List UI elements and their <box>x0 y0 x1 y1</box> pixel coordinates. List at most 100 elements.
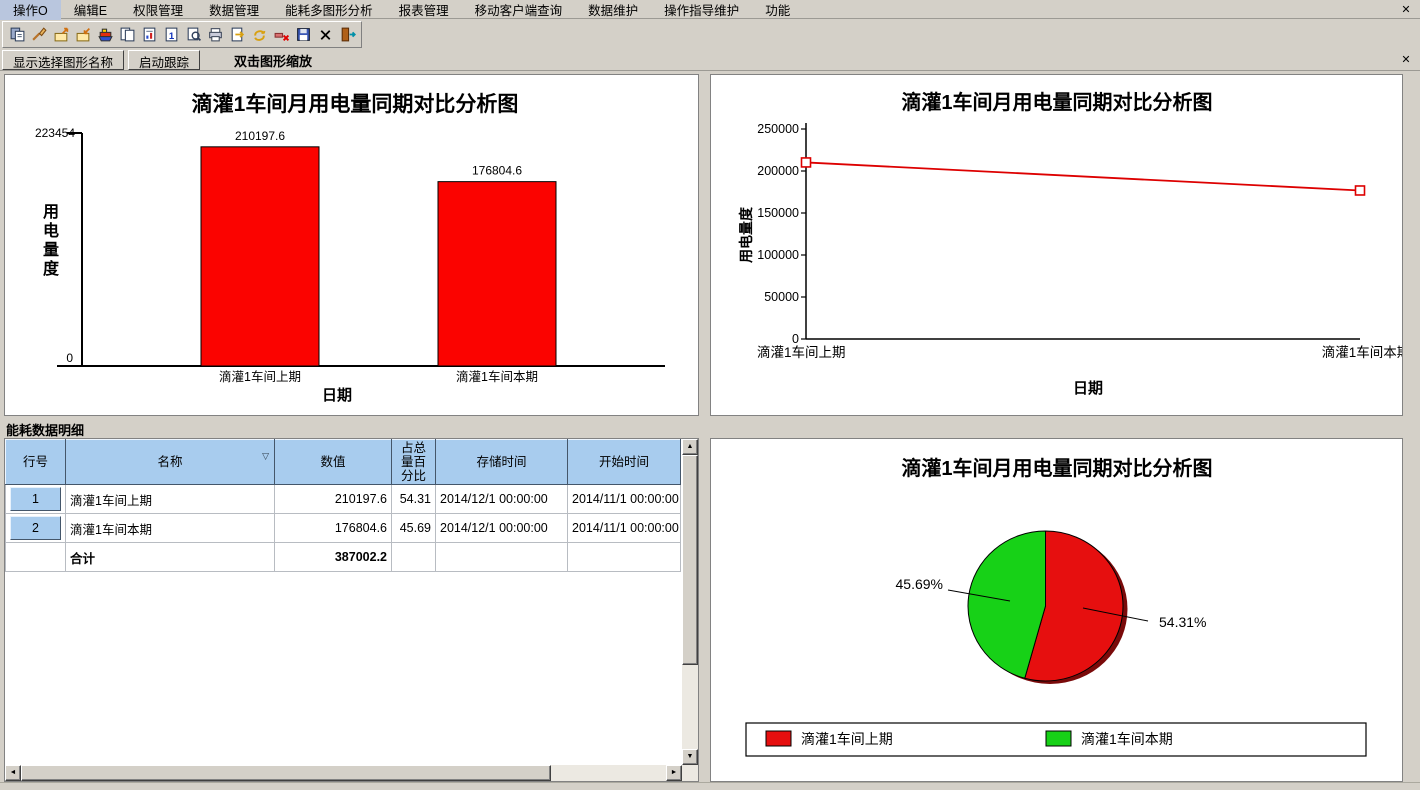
total-value-cell: 387002.2 <box>274 542 392 572</box>
menu-item-4[interactable]: 能耗多图形分析 <box>285 3 373 18</box>
delete-icon[interactable] <box>271 24 292 45</box>
cell-percent: 45.69 <box>391 513 436 543</box>
ship-icon[interactable] <box>95 24 116 45</box>
line-ytick-label: 200000 <box>757 164 799 178</box>
total-row: 合计 387002.2 <box>5 542 681 572</box>
data-grid: 行号 名称 ▽ 数值 占总量百分比 存储时间 开始时间 1 滴灌1车间上期 210197.6 54.… <box>5 439 682 765</box>
pie-chart-title: 滴灌1车间月用电量同期对比分析图 <box>901 456 1212 480</box>
close-panel-icon[interactable]: ✕ <box>1398 52 1414 67</box>
line-series[interactable] <box>805 161 1361 192</box>
exit-icon[interactable] <box>337 24 358 45</box>
start-tracking-button[interactable]: 启动跟踪 <box>128 50 201 70</box>
column-header-4[interactable]: 存储时间 <box>435 439 568 485</box>
line-marker[interactable] <box>800 157 812 168</box>
refresh-icon[interactable] <box>249 24 270 45</box>
close-icon[interactable]: ✕ <box>1398 1 1414 17</box>
show-graph-name-button[interactable]: 显示选择图形名称 <box>2 50 125 70</box>
column-header-2[interactable]: 数值 <box>274 439 392 485</box>
row-number-cell: 2 <box>5 513 66 543</box>
scroll-right-icon[interactable]: ► <box>666 765 682 781</box>
menu-item-0[interactable]: 操作O <box>0 0 61 20</box>
pie-pct-label: 54.31% <box>1159 614 1206 630</box>
horizontal-scrollbar[interactable]: ◄ ► <box>5 765 682 781</box>
cell-start-time: 2014/11/1 00:00:00 <box>567 513 681 543</box>
bar-ymax-label: 223454 <box>35 126 75 140</box>
menu-item-2[interactable]: 权限管理 <box>133 3 184 18</box>
bar-0[interactable] <box>200 146 320 367</box>
pie-slice-1[interactable] <box>967 530 1046 679</box>
line-chart-panel[interactable]: 滴灌1车间月用电量同期对比分析图 0 50000 100000 150000 200000… <box>710 74 1403 416</box>
bar-chart-panel[interactable]: 滴灌1车间月用电量同期对比分析图 223454 0 用电量度 210197.6 滴灌1车间… <box>4 74 699 416</box>
total-store-cell <box>435 542 568 572</box>
pie-chart-panel[interactable]: 滴灌1车间月用电量同期对比分析图 54.31% 45.69% 滴灌1车间上期 滴灌1车间… <box>710 438 1403 782</box>
export-icon[interactable] <box>51 24 72 45</box>
cell-start-time: 2014/11/1 00:00:00 <box>567 484 681 514</box>
report-one-icon[interactable]: 1 <box>161 24 182 45</box>
menu-bar: 操作O 编辑E 权限管理 数据管理 能耗多图形分析 报表管理 移动客户端查询 数据维护 操作指导… <box>0 0 1420 20</box>
scroll-up-icon[interactable]: ▲ <box>682 439 698 455</box>
bar-1[interactable] <box>437 181 557 367</box>
double-click-zoom-hint: 双击图形缩放 <box>234 53 313 69</box>
bar-value-label: 210197.6 <box>235 129 285 143</box>
save-icon[interactable] <box>293 24 314 45</box>
line-y-axis-title: 用电量度 <box>738 206 754 263</box>
pie-chart[interactable]: 滴灌1车间月用电量同期对比分析图 54.31% 45.69% 滴灌1车间上期 滴灌1车间… <box>711 439 1402 781</box>
menu-item-1[interactable]: 编辑E <box>73 3 108 18</box>
vertical-scroll-thumb[interactable] <box>682 455 698 665</box>
menu-item-7[interactable]: 数据维护 <box>588 3 639 18</box>
column-header-3[interactable]: 占总量百分比 <box>391 439 436 485</box>
copy-form-icon[interactable] <box>7 24 28 45</box>
report-chart-icon[interactable] <box>139 24 160 45</box>
scrollbar-corner <box>682 765 698 781</box>
line-ytick-label: 100000 <box>757 248 799 262</box>
scroll-down-icon[interactable]: ▼ <box>682 749 698 765</box>
scroll-left-icon[interactable]: ◄ <box>5 765 21 781</box>
grid-header-row: 行号 名称 ▽ 数值 占总量百分比 存储时间 开始时间 <box>5 439 681 485</box>
import-icon[interactable] <box>73 24 94 45</box>
column-header-5[interactable]: 开始时间 <box>567 439 681 485</box>
menu-item-8[interactable]: 操作指导维护 <box>664 3 740 18</box>
menu-item-5[interactable]: 报表管理 <box>398 3 449 18</box>
line-category-label: 滴灌1车间上期 <box>757 344 846 360</box>
close-icon[interactable] <box>315 24 336 45</box>
total-rowno-cell <box>5 542 66 572</box>
preview-icon[interactable] <box>183 24 204 45</box>
cell-value: 176804.6 <box>274 513 392 543</box>
menu-item-9[interactable]: 功能 <box>765 3 791 18</box>
column-header-0[interactable]: 行号 <box>5 439 66 485</box>
menu-item-6[interactable]: 移动客户端查询 <box>474 3 563 18</box>
legend-swatch-icon <box>765 730 792 747</box>
bar-value-label: 176804.6 <box>472 164 522 178</box>
cell-name: 滴灌1车间本期 <box>65 513 275 543</box>
row-number-button[interactable]: 1 <box>10 487 61 511</box>
print-icon[interactable] <box>205 24 226 45</box>
horizontal-scroll-thumb[interactable] <box>21 765 551 781</box>
toolbar-strip: 1 <box>0 20 1420 49</box>
sort-indicator-icon[interactable]: ▽ <box>262 451 269 461</box>
bar-ymin-label: 0 <box>66 351 73 365</box>
legend-swatch-icon <box>1045 730 1072 747</box>
cell-store-time: 2014/12/1 00:00:00 <box>435 513 568 543</box>
send-to-icon[interactable] <box>227 24 248 45</box>
line-ytick-label: 250000 <box>757 122 799 136</box>
row-number-button[interactable]: 2 <box>10 516 61 540</box>
copy-icon[interactable] <box>117 24 138 45</box>
bar-y-axis-title: 度 <box>43 259 60 278</box>
table-row[interactable]: 2 滴灌1车间本期 176804.6 45.69 2014/12/1 00:00:00 2… <box>5 513 681 543</box>
line-chart[interactable]: 滴灌1车间月用电量同期对比分析图 0 50000 100000 150000 200000… <box>711 75 1402 415</box>
line-ytick-label: 150000 <box>757 206 799 220</box>
line-marker[interactable] <box>1354 185 1366 196</box>
toolbar: 1 <box>2 21 362 48</box>
pie-pct-label: 45.69% <box>896 576 943 592</box>
vertical-scrollbar[interactable]: ▲ ▼ <box>682 439 698 765</box>
menu-item-3[interactable]: 数据管理 <box>209 3 260 18</box>
table-row[interactable]: 1 滴灌1车间上期 210197.6 54.31 2014/12/1 00:00:00 2… <box>5 484 681 514</box>
column-header-1[interactable]: 名称 ▽ <box>65 439 275 485</box>
bar-category-label: 滴灌1车间本期 <box>456 369 538 384</box>
brush-icon[interactable] <box>29 24 50 45</box>
legend-label: 滴灌1车间本期 <box>1081 731 1173 747</box>
bar-chart[interactable]: 滴灌1车间月用电量同期对比分析图 223454 0 用电量度 210197.6 滴灌1车间… <box>5 75 698 415</box>
section-label-energy-detail: 能耗数据明细 <box>6 423 85 438</box>
line-chart-title: 滴灌1车间月用电量同期对比分析图 <box>901 90 1212 114</box>
cell-value: 210197.6 <box>274 484 392 514</box>
